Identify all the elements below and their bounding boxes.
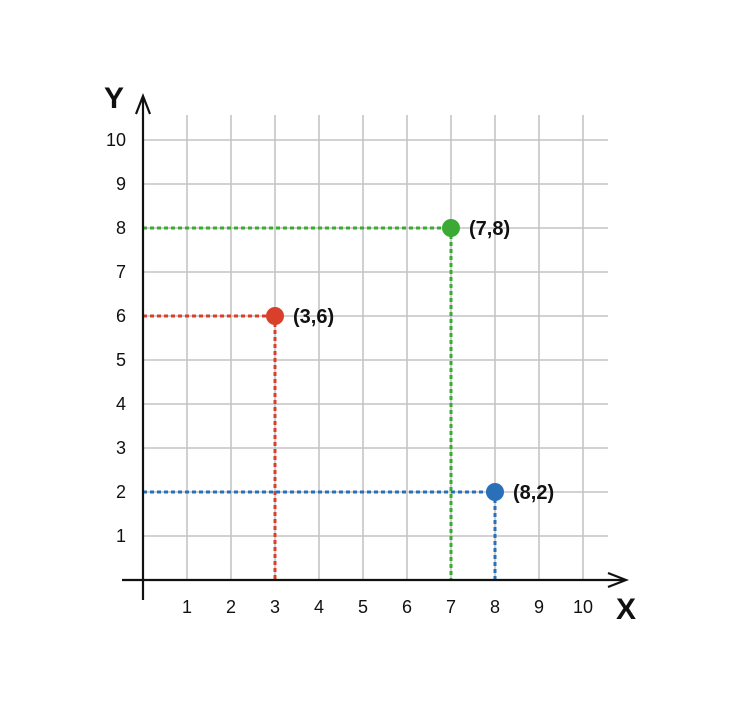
tick-labels: 1 2 3 4 5 6 7 8 9 10 1 2 3 4 5 6 7 8 9 10 — [106, 130, 593, 617]
x-axis-arrow-icon — [607, 571, 630, 589]
data-points: (3,6) (7,8) (8,2) — [266, 218, 554, 504]
y-tick-label: 6 — [116, 306, 126, 326]
data-point — [442, 219, 460, 237]
data-point-label: (7,8) — [469, 218, 510, 240]
y-tick-label: 2 — [116, 482, 126, 502]
x-tick-label: 1 — [182, 597, 192, 617]
x-tick-label: 9 — [534, 597, 544, 617]
x-tick-label: 2 — [226, 597, 236, 617]
x-tick-label: 8 — [490, 597, 500, 617]
x-tick-label: 4 — [314, 597, 324, 617]
y-tick-label: 10 — [106, 130, 126, 150]
x-tick-label: 6 — [402, 597, 412, 617]
data-point-label: (3,6) — [293, 306, 334, 328]
y-tick-label: 7 — [116, 262, 126, 282]
x-axis-label: X — [616, 593, 636, 626]
x-tick-label: 7 — [446, 597, 456, 617]
y-axis-label: Y — [104, 82, 124, 115]
x-tick-label: 10 — [573, 597, 593, 617]
axes: X Y — [104, 82, 636, 626]
data-point-label: (8,2) — [513, 482, 554, 504]
y-tick-label: 8 — [116, 218, 126, 238]
data-point — [266, 307, 284, 325]
y-tick-label: 1 — [116, 526, 126, 546]
x-tick-label: 3 — [270, 597, 280, 617]
y-tick-label: 9 — [116, 174, 126, 194]
y-tick-label: 5 — [116, 350, 126, 370]
grid — [143, 115, 608, 580]
guide-lines — [143, 226, 497, 580]
y-tick-label: 4 — [116, 394, 126, 414]
y-tick-label: 3 — [116, 438, 126, 458]
x-tick-label: 5 — [358, 597, 368, 617]
data-point — [486, 483, 504, 501]
y-axis-arrow-icon — [134, 92, 152, 115]
